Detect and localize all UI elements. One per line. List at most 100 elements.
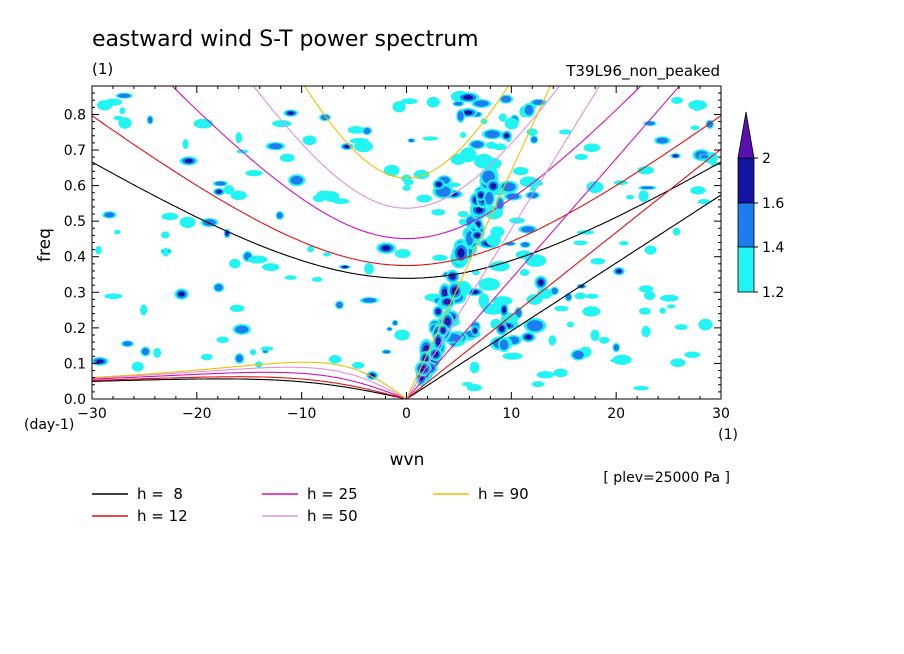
kelvin-curve — [406, 86, 601, 399]
power-blob — [530, 135, 539, 144]
power-blob — [486, 141, 497, 149]
power-blob — [407, 138, 416, 143]
power-blob — [499, 94, 514, 104]
power-blob — [523, 318, 547, 334]
power-blob — [460, 147, 477, 163]
plev-label: [ plev=25000 Pa ] — [603, 470, 730, 486]
power-blob — [526, 294, 543, 305]
power-blob — [213, 282, 225, 293]
power-blob — [437, 324, 449, 337]
power-blob — [223, 185, 235, 195]
power-blob — [470, 325, 480, 337]
y-tick-label: 0.2 — [64, 321, 86, 337]
power-blob — [275, 211, 284, 220]
power-blob — [349, 137, 369, 144]
kelvin-curve — [406, 194, 721, 399]
x-tick-label: 30 — [712, 406, 730, 422]
power-blob — [499, 302, 509, 318]
power-blob — [95, 246, 102, 255]
power-blob — [671, 96, 683, 104]
power-blob — [352, 361, 365, 369]
power-blob — [599, 336, 610, 344]
power-blob — [478, 277, 501, 291]
colorbar-tick-label: 1.4 — [762, 240, 784, 256]
power-blob — [489, 261, 510, 272]
power-blob — [182, 139, 189, 150]
power-blob — [162, 247, 169, 257]
power-blob — [498, 113, 507, 122]
legend-label: h = 50 — [307, 507, 358, 525]
power-blob — [288, 174, 306, 187]
y-tick-label: 0.8 — [64, 107, 86, 123]
power-blob — [492, 296, 513, 306]
power-blob — [684, 351, 701, 358]
power-blob — [248, 255, 268, 264]
x-tick-label: −20 — [182, 406, 212, 422]
power-blob — [392, 101, 406, 113]
power-blob — [674, 324, 688, 330]
run-name: T39L96_non_peaked — [565, 62, 720, 81]
y-unit-label: (day-1) — [24, 417, 74, 433]
power-blob — [364, 262, 374, 275]
inertia-gravity-curve — [92, 161, 721, 279]
x-tick-label: 0 — [402, 406, 411, 422]
power-blob — [153, 347, 161, 358]
power-contours — [92, 90, 719, 392]
power-blob — [140, 304, 148, 316]
power-blob — [213, 187, 225, 196]
power-blob — [381, 349, 392, 355]
power-blob — [284, 275, 297, 280]
power-blob — [644, 245, 657, 255]
power-blob — [612, 354, 632, 365]
power-blob — [570, 349, 586, 361]
power-blob — [402, 184, 411, 191]
y-tick-label: 0.6 — [64, 179, 86, 195]
y-tick-label: 0.3 — [64, 285, 86, 301]
colorbar: 1.2 1.4 1.6 2 — [737, 111, 784, 301]
power-blob — [654, 136, 671, 145]
power-blob — [262, 263, 280, 271]
power-blob — [272, 120, 292, 128]
power-blob — [193, 118, 214, 129]
power-blob — [482, 128, 503, 140]
colorbar-tick-label: 2 — [762, 151, 771, 167]
x-tick-label: −10 — [287, 406, 317, 422]
power-blob — [518, 225, 538, 234]
power-blob — [432, 179, 445, 190]
power-blob — [574, 292, 586, 300]
rossby-curve — [92, 371, 409, 399]
power-blob — [431, 208, 446, 216]
power-blob — [452, 100, 465, 107]
power-blob — [386, 326, 393, 332]
power-blob — [471, 99, 492, 108]
inertia-gravity-curve — [92, 115, 721, 267]
colorbar-tick-label: 1.6 — [762, 196, 784, 212]
power-blob — [554, 305, 569, 312]
power-blob — [416, 194, 432, 203]
power-blob — [520, 332, 536, 343]
power-blob — [495, 322, 508, 336]
axis-ticks: −30 −20 −10 0 10 20 30 0.0 0.1 0.2 0.3 0.4 0.5 0.6 0.7… — [64, 86, 730, 422]
power-blob — [452, 242, 470, 264]
power-blob — [498, 337, 510, 353]
power-blob — [230, 190, 247, 201]
power-blob — [583, 143, 601, 153]
dispersion-curves — [92, 86, 721, 399]
power-blob — [161, 231, 170, 239]
power-blob — [104, 293, 123, 300]
power-blob — [638, 285, 654, 293]
power-blob — [458, 218, 467, 226]
power-blob — [519, 268, 530, 277]
power-blob — [232, 324, 251, 335]
power-blob — [115, 92, 133, 99]
power-blob — [534, 275, 548, 290]
power-blob — [391, 319, 399, 327]
colorbar-segment — [737, 157, 755, 204]
power-blob — [698, 153, 711, 160]
power-blob — [502, 352, 523, 360]
power-blob — [659, 307, 666, 314]
power-blob — [522, 103, 535, 118]
power-blob — [359, 297, 379, 304]
power-blob — [394, 329, 410, 341]
power-blob — [633, 385, 649, 391]
